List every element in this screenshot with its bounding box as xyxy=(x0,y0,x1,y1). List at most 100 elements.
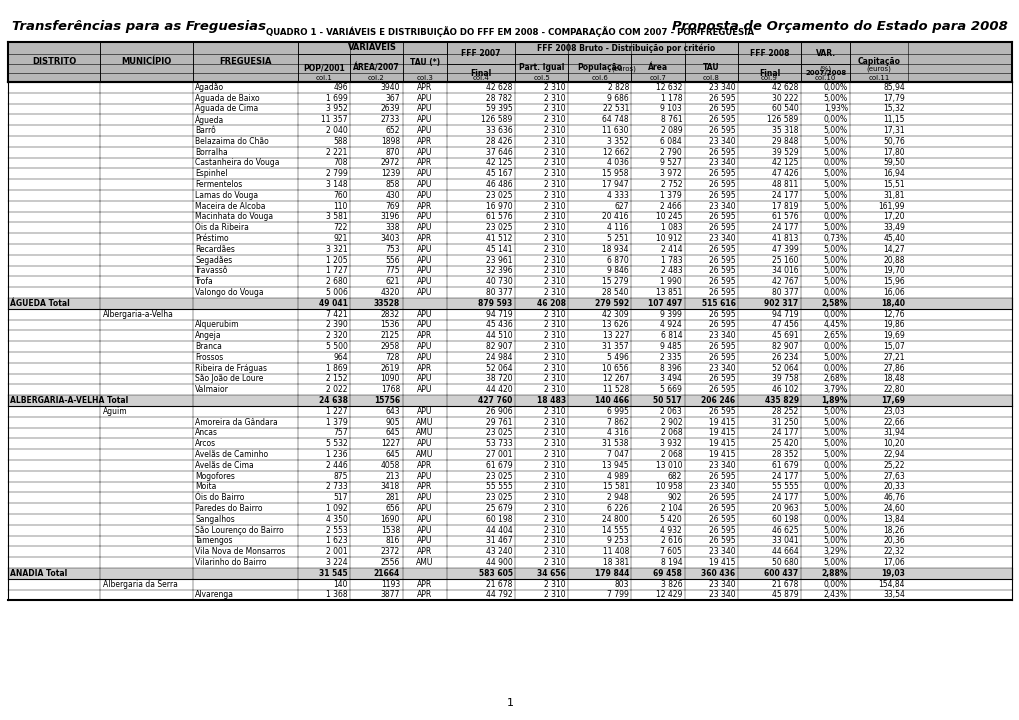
Text: 2 310: 2 310 xyxy=(543,212,566,222)
Text: 3 352: 3 352 xyxy=(606,137,629,146)
Text: Agadão: Agadão xyxy=(195,83,224,92)
Text: 2 310: 2 310 xyxy=(543,482,566,492)
Bar xyxy=(8,514,1011,525)
Text: APU: APU xyxy=(417,191,432,200)
Text: 3 321: 3 321 xyxy=(326,245,347,254)
Text: 206 246: 206 246 xyxy=(701,396,735,405)
Text: APR: APR xyxy=(417,590,432,600)
Text: 2 680: 2 680 xyxy=(326,277,347,287)
Text: 94 719: 94 719 xyxy=(771,310,798,319)
Text: 2 335: 2 335 xyxy=(659,353,682,362)
Text: 23 340: 23 340 xyxy=(708,158,735,168)
Text: 26 595: 26 595 xyxy=(708,353,735,362)
Text: 26 595: 26 595 xyxy=(708,515,735,524)
Text: APU: APU xyxy=(417,493,432,503)
Bar xyxy=(8,395,1011,406)
Text: 8 396: 8 396 xyxy=(659,364,682,373)
Text: 23 340: 23 340 xyxy=(708,137,735,146)
Text: 5,00%: 5,00% xyxy=(823,439,847,449)
Text: 2 310: 2 310 xyxy=(543,504,566,513)
Text: AMU: AMU xyxy=(416,418,433,427)
Text: 9 399: 9 399 xyxy=(659,310,682,319)
Text: 1193: 1193 xyxy=(380,580,399,589)
Text: col.4: col.4 xyxy=(472,74,489,81)
Text: 20,36: 20,36 xyxy=(882,536,904,546)
Text: 2 320: 2 320 xyxy=(326,331,347,341)
Text: 1 227: 1 227 xyxy=(326,407,347,416)
Text: 1 990: 1 990 xyxy=(659,277,682,287)
Text: 5 500: 5 500 xyxy=(326,342,347,351)
Text: 20 416: 20 416 xyxy=(602,212,629,222)
Text: Avelãs de Cima: Avelãs de Cima xyxy=(195,461,254,470)
Text: 757: 757 xyxy=(333,428,347,438)
Bar xyxy=(8,276,1011,287)
Text: 50 517: 50 517 xyxy=(653,396,682,405)
Text: 16,06: 16,06 xyxy=(882,288,904,297)
Text: Part. Igual: Part. Igual xyxy=(519,63,564,73)
Text: Moita: Moita xyxy=(195,482,216,492)
Text: 4320: 4320 xyxy=(380,288,399,297)
Text: 2 310: 2 310 xyxy=(543,83,566,92)
Text: 33528: 33528 xyxy=(373,299,399,308)
Text: 30 222: 30 222 xyxy=(771,94,798,103)
Text: 2 310: 2 310 xyxy=(543,115,566,125)
Text: 4,45%: 4,45% xyxy=(823,320,847,330)
Text: 5 669: 5 669 xyxy=(659,385,682,395)
Text: 18,40: 18,40 xyxy=(880,299,904,308)
Text: 760: 760 xyxy=(333,191,347,200)
Text: 15,51: 15,51 xyxy=(882,180,904,189)
Text: 23 340: 23 340 xyxy=(708,461,735,470)
Text: APU: APU xyxy=(417,504,432,513)
Text: 42 125: 42 125 xyxy=(486,158,512,168)
Text: 0,00%: 0,00% xyxy=(823,364,847,373)
Text: 1 623: 1 623 xyxy=(326,536,347,546)
Text: 5,00%: 5,00% xyxy=(823,256,847,265)
Text: APU: APU xyxy=(417,472,432,481)
Bar xyxy=(8,384,1011,395)
Text: 11 408: 11 408 xyxy=(602,547,629,557)
Text: col.8: col.8 xyxy=(702,74,719,81)
Text: 1 783: 1 783 xyxy=(660,256,682,265)
Text: 25 420: 25 420 xyxy=(771,439,798,449)
Text: 44 510: 44 510 xyxy=(485,331,512,341)
Text: 23 340: 23 340 xyxy=(708,547,735,557)
Bar xyxy=(8,212,1011,222)
Text: col.10: col.10 xyxy=(814,74,836,81)
Bar xyxy=(8,114,1011,125)
Text: 1 205: 1 205 xyxy=(326,256,347,265)
Text: 45 141: 45 141 xyxy=(485,245,512,254)
Text: 2 310: 2 310 xyxy=(543,126,566,135)
Text: 19,70: 19,70 xyxy=(882,266,904,276)
Text: 12,76: 12,76 xyxy=(882,310,904,319)
Text: 25 679: 25 679 xyxy=(485,504,512,513)
Text: 17 947: 17 947 xyxy=(602,180,629,189)
Text: 15 958: 15 958 xyxy=(602,169,629,179)
Text: APR: APR xyxy=(417,580,432,589)
Text: Óis da Ribeira: Óis da Ribeira xyxy=(195,223,249,233)
Text: 2 310: 2 310 xyxy=(543,202,566,211)
Text: Ribeira de Fráguas: Ribeira de Fráguas xyxy=(195,364,267,373)
Text: 23,03: 23,03 xyxy=(882,407,904,416)
Text: 2 022: 2 022 xyxy=(326,385,347,395)
Text: 11 357: 11 357 xyxy=(321,115,347,125)
Text: 2 310: 2 310 xyxy=(543,353,566,362)
Text: 1690: 1690 xyxy=(380,515,399,524)
Text: 19,03: 19,03 xyxy=(880,569,904,578)
Text: 32 396: 32 396 xyxy=(485,266,512,276)
Text: 20 963: 20 963 xyxy=(771,504,798,513)
Text: 4 350: 4 350 xyxy=(326,515,347,524)
Text: 26 595: 26 595 xyxy=(708,169,735,179)
Text: Barrô: Barrô xyxy=(195,126,216,135)
Text: 2 310: 2 310 xyxy=(543,418,566,427)
Text: 26 595: 26 595 xyxy=(708,180,735,189)
Text: APU: APU xyxy=(417,310,432,319)
Text: 5,00%: 5,00% xyxy=(823,137,847,146)
Text: (%): (%) xyxy=(819,66,832,72)
Text: APU: APU xyxy=(417,223,432,233)
Text: APU: APU xyxy=(417,104,432,114)
Text: 1 379: 1 379 xyxy=(326,418,347,427)
Text: 22,66: 22,66 xyxy=(882,418,904,427)
Text: 2 390: 2 390 xyxy=(326,320,347,330)
Text: 1 699: 1 699 xyxy=(326,94,347,103)
Text: Frossos: Frossos xyxy=(195,353,223,362)
